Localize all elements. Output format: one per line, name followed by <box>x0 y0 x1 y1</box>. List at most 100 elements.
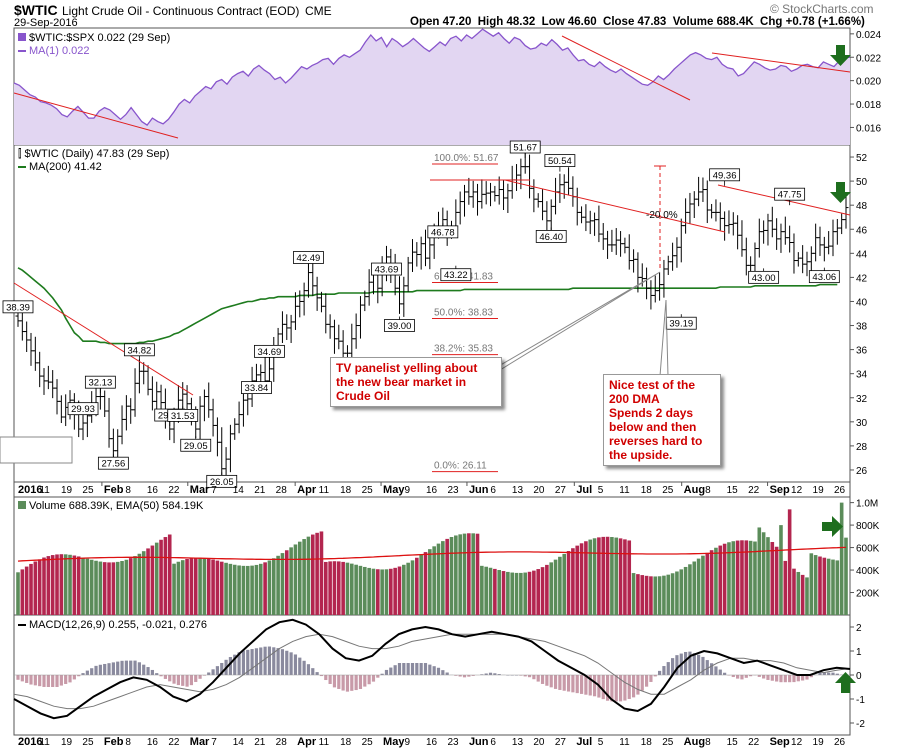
macd-tick-label: -2 <box>856 719 865 730</box>
macd-histogram-bar <box>302 660 306 675</box>
volume-bar <box>644 575 649 615</box>
volume-bar <box>94 560 98 615</box>
volume-bar <box>428 549 432 615</box>
macd-histogram-bar <box>640 675 644 691</box>
axis-date-label: 25 <box>362 485 374 496</box>
macd-histogram-bar <box>367 675 371 685</box>
macd-histogram-bar <box>545 675 549 686</box>
axis-date-label: Apr <box>297 484 317 496</box>
macd-histogram-bar <box>467 675 471 677</box>
volume-bar <box>679 569 684 615</box>
volume-bar <box>146 548 150 615</box>
volume-bar <box>46 556 51 615</box>
volume-bar <box>813 555 818 615</box>
macd-histogram-bar <box>120 660 124 675</box>
macd-histogram-bar <box>129 660 133 675</box>
volume-bar <box>176 561 181 615</box>
axis-date-label: 12 <box>791 485 803 496</box>
axis-date-label-bottom: 18 <box>340 737 352 748</box>
dma-callout: Nice test of the 200 DMA Spends 2 days b… <box>603 374 721 466</box>
volume-bar <box>662 575 666 615</box>
ratio-ma-swatch <box>18 50 26 53</box>
axis-date-label: 11 <box>39 485 50 496</box>
volume-bar <box>653 576 658 615</box>
volume-bar <box>514 572 519 615</box>
macd-histogram-bar <box>623 675 627 701</box>
volume-bar <box>727 542 731 615</box>
axis-date-label-bottom: 22 <box>748 737 760 748</box>
axis-date-label-bottom: 27 <box>555 737 567 748</box>
price-label-text: 26.05 <box>210 477 234 488</box>
axis-date-label-bottom: 11 <box>619 737 630 748</box>
volume-bar <box>306 536 311 615</box>
price-point-label: 33.84 <box>241 378 272 394</box>
volume-bar <box>601 536 606 615</box>
price-point-label: 29.93 <box>67 402 99 420</box>
volume-bar <box>584 541 588 615</box>
volume-bar <box>315 532 319 615</box>
volume-bar <box>410 560 415 615</box>
volume-bar <box>592 538 597 615</box>
macd-histogram-bar <box>116 661 120 675</box>
volume-bar <box>102 562 107 615</box>
macd-histogram-bar <box>454 675 458 676</box>
price-point-label: 34.69 <box>254 344 285 363</box>
volume-bar <box>731 541 736 615</box>
macd-histogram-bar <box>146 667 150 675</box>
macd-histogram-bar <box>358 675 363 689</box>
macd-legend: MACD(12,26,9) 0.255, -0.021, 0.276 <box>18 619 207 631</box>
panelist-callout: TV panelist yelling about the new bear m… <box>330 357 502 407</box>
macd-histogram-bar <box>571 675 575 693</box>
macd-histogram-bar <box>527 675 532 678</box>
volume-bar <box>579 543 584 615</box>
price-point-label: 51.67 <box>509 140 541 159</box>
volume-panel: 200K 400K 600K 800K 1.0M <box>16 499 880 615</box>
volume-bar <box>354 564 358 615</box>
macd-histogram-bar <box>202 675 207 676</box>
volume-bar <box>124 559 129 615</box>
macd-histogram-bar <box>697 654 701 675</box>
volume-bar <box>649 576 653 615</box>
macd-histogram-bar <box>237 652 241 675</box>
price-tick-label: 52 <box>856 153 868 164</box>
macd-histogram-bar <box>46 675 50 687</box>
volume-bar <box>293 544 298 615</box>
axis-date-label-bottom: 22 <box>168 737 180 748</box>
macd-histogram-bar <box>68 675 72 683</box>
volume-bar <box>562 553 567 615</box>
price-label-text: 42.49 <box>297 253 321 264</box>
macd-histogram-bar <box>484 673 488 675</box>
volume-tick-label: 200K <box>856 589 880 600</box>
macd-histogram-bar <box>809 675 813 678</box>
ratio-line <box>13 28 850 126</box>
volume-bar <box>519 572 523 615</box>
volume-bar <box>553 559 558 615</box>
axis-date-label: 5 <box>598 485 604 496</box>
volume-bar <box>55 554 59 615</box>
macd-histogram-bar <box>328 675 332 684</box>
price-tick-label: 42 <box>856 273 868 284</box>
macd-histogram-bar <box>376 675 380 678</box>
macd-histogram-bar <box>29 675 33 685</box>
price-point-label: 50.54 <box>544 154 576 172</box>
volume-bar <box>497 570 501 615</box>
axis-date-label-bottom: 21 <box>254 737 266 748</box>
axis-date-label: 13 <box>512 485 524 496</box>
price-label-text: 34.82 <box>127 345 151 356</box>
ratio-tick-label: 0.022 <box>856 53 881 64</box>
watermark: © StockCharts.com <box>770 2 874 16</box>
macd-histogram-bar <box>293 654 298 675</box>
volume-bar <box>506 571 510 615</box>
volume-bar <box>666 574 671 615</box>
volume-bar <box>471 533 475 615</box>
macd-histogram-bar <box>276 648 280 675</box>
price-point-label: 43.00 <box>748 268 780 284</box>
macd-histogram-bar <box>150 669 154 675</box>
price-label-text: 33.84 <box>245 383 269 394</box>
price-ma-legend: MA(200) 41.42 <box>18 161 102 173</box>
volume-bar <box>800 574 805 615</box>
axis-date-label-bottom: 25 <box>362 737 374 748</box>
volume-bar <box>154 542 159 615</box>
volume-bar <box>454 535 458 615</box>
volume-bar <box>623 539 627 615</box>
